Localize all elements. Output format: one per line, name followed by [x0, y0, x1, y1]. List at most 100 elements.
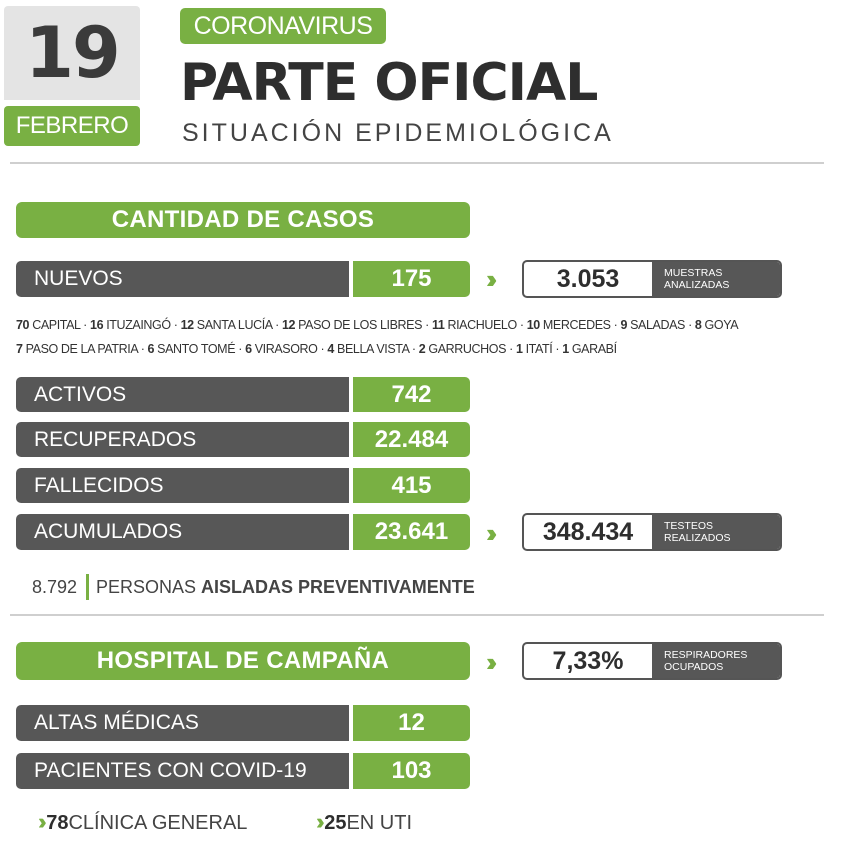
dept-count: 16: [90, 318, 107, 332]
header-divider: [10, 162, 824, 164]
altas-value: 12: [353, 705, 470, 741]
dept-name: PASO DE LOS LIBRES: [298, 318, 423, 332]
dept-separator: ·: [516, 318, 527, 332]
dept-count: 7: [16, 342, 26, 356]
dept-name: CAPITAL: [32, 318, 81, 332]
muestras-label-line1: MUESTRAS: [664, 267, 723, 279]
dept-item: 8 GOYA: [695, 318, 739, 332]
dept-separator: ·: [80, 318, 91, 332]
pacientes-label: PACIENTES CON COVID-19: [16, 753, 349, 789]
page-subtitle: SITUACIÓN EPIDEMIOLÓGICA: [182, 119, 614, 147]
dept-count: 9: [620, 318, 631, 332]
nuevos-value: 175: [353, 261, 470, 297]
dept-item: 1 GARABÍ: [562, 342, 617, 356]
dept-count: 6: [245, 342, 255, 356]
pacientes-value: 103: [353, 753, 470, 789]
recuperados-label: RECUPERADOS: [16, 422, 349, 457]
testeos-value: 348.434: [542, 518, 634, 546]
double-chevron-right-icon: ››: [486, 647, 498, 677]
dept-count: 10: [526, 318, 543, 332]
aislados-divider: [86, 574, 89, 600]
departamentos-line-2: 7 PASO DE LA PATRIA · 6 SANTO TOMÉ · 6 V…: [16, 342, 617, 356]
activos-value: 742: [353, 377, 470, 412]
dept-name: SANTO TOMÉ: [157, 342, 236, 356]
clinica-number: 78: [46, 812, 69, 834]
fallecidos-value: 415: [353, 468, 470, 503]
dept-name: GARRUCHOS: [428, 342, 507, 356]
dept-separator: ·: [317, 342, 328, 356]
dept-separator: ·: [170, 318, 181, 332]
muestras-label: MUESTRAS ANALIZADAS: [652, 262, 780, 296]
coronavirus-tag: CORONAVIRUS: [180, 8, 386, 44]
double-chevron-right-icon: ››: [316, 809, 324, 834]
dept-name: VIRASORO: [254, 342, 318, 356]
dept-separator: ·: [272, 318, 282, 332]
dept-name: MERCEDES: [542, 318, 611, 332]
dept-item: 7 PASO DE LA PATRIA: [16, 342, 138, 356]
section-heading-hospital: HOSPITAL DE CAMPAÑA: [16, 642, 470, 680]
acumulados-label: ACUMULADOS: [16, 514, 349, 550]
dept-separator: ·: [137, 342, 148, 356]
double-chevron-right-icon: ››: [38, 809, 46, 834]
dept-count: 70: [16, 318, 33, 332]
date-day: 19: [4, 6, 140, 100]
dept-name: GOYA: [704, 318, 739, 332]
aislados-text-normal: PERSONAS: [96, 577, 202, 597]
testeos-label-line1: TESTEOS: [664, 520, 714, 532]
double-chevron-right-icon: ››: [486, 264, 498, 294]
dept-item: 6 SANTO TOMÉ: [148, 342, 236, 356]
muestras-box: 3.053 MUESTRAS ANALIZADAS: [522, 260, 782, 298]
dept-item: 9 SALADAS: [621, 318, 686, 332]
dept-name: PASO DE LA PATRIA: [25, 342, 138, 356]
dept-separator: ·: [408, 342, 419, 356]
dept-separator: ·: [685, 318, 695, 332]
dept-count: 11: [431, 318, 448, 332]
dept-name: SALADAS: [630, 318, 685, 332]
dept-item: 70 CAPITAL: [16, 318, 81, 332]
dept-count: 4: [327, 342, 338, 356]
dept-item: 11 RIACHUELO: [432, 318, 517, 332]
dept-count: 12: [281, 318, 299, 332]
dept-name: RIACHUELO: [447, 318, 517, 332]
recuperados-value: 22.484: [353, 422, 470, 457]
dept-count: 1: [562, 342, 572, 356]
dept-name: SANTA LUCÍA: [196, 318, 273, 332]
dept-name: ITATÍ: [525, 342, 553, 356]
aislados-number: 8.792: [32, 577, 78, 597]
muestras-value: 3.053: [556, 265, 620, 293]
section-heading-casos: CANTIDAD DE CASOS: [16, 202, 470, 238]
dept-count: 6: [147, 342, 158, 356]
respiradores-box: 7,33% RESPIRADORES OCUPADOS: [522, 642, 782, 680]
dept-item: 6 VIRASORO: [245, 342, 318, 356]
dept-item: 1 ITATÍ: [515, 342, 553, 356]
page-title: PARTE OFICIAL: [180, 53, 598, 113]
fallecidos-label: FALLECIDOS: [16, 468, 349, 503]
departamentos-line-1: 70 CAPITAL · 16 ITUZAINGÓ · 12 SANTA LUC…: [16, 318, 739, 332]
uti-text: EN UTI: [346, 812, 413, 834]
dept-item: 12 PASO DE LOS LIBRES: [282, 318, 422, 332]
dept-count: 1: [515, 342, 526, 356]
respiradores-label: RESPIRADORES OCUPADOS: [652, 644, 780, 678]
testeos-label: TESTEOS REALIZADOS: [652, 515, 780, 549]
dept-item: 4 BELLA VISTA: [327, 342, 409, 356]
clinica-general-item: ›› 78CLÍNICA GENERAL: [38, 808, 247, 837]
muestras-label-line2: ANALIZADAS: [664, 279, 730, 291]
dept-name: ITUZAINGÓ: [106, 318, 171, 332]
dept-separator: ·: [422, 318, 432, 332]
acumulados-value: 23.641: [353, 514, 470, 550]
uti-item: ›› 25EN UTI: [316, 808, 412, 837]
aislados-text-bold: AISLADAS PREVENTIVAMENTE: [201, 577, 475, 597]
aislados-text: PERSONAS AISLADAS PREVENTIVAMENTE: [96, 574, 475, 600]
dept-separator: ·: [235, 342, 246, 356]
date-badge: 19 FEBRERO: [4, 6, 140, 146]
dept-separator: ·: [506, 342, 516, 356]
date-month: FEBRERO: [4, 106, 140, 146]
dept-name: BELLA VISTA: [337, 342, 409, 356]
respiradores-value: 7,33%: [552, 647, 624, 675]
dept-separator: ·: [552, 342, 563, 356]
testeos-label-line2: REALIZADOS: [664, 532, 731, 544]
dept-separator: ·: [610, 318, 621, 332]
altas-label: ALTAS MÉDICAS: [16, 705, 349, 741]
dept-count: 12: [180, 318, 197, 332]
dept-item: 10 MERCEDES: [527, 318, 611, 332]
